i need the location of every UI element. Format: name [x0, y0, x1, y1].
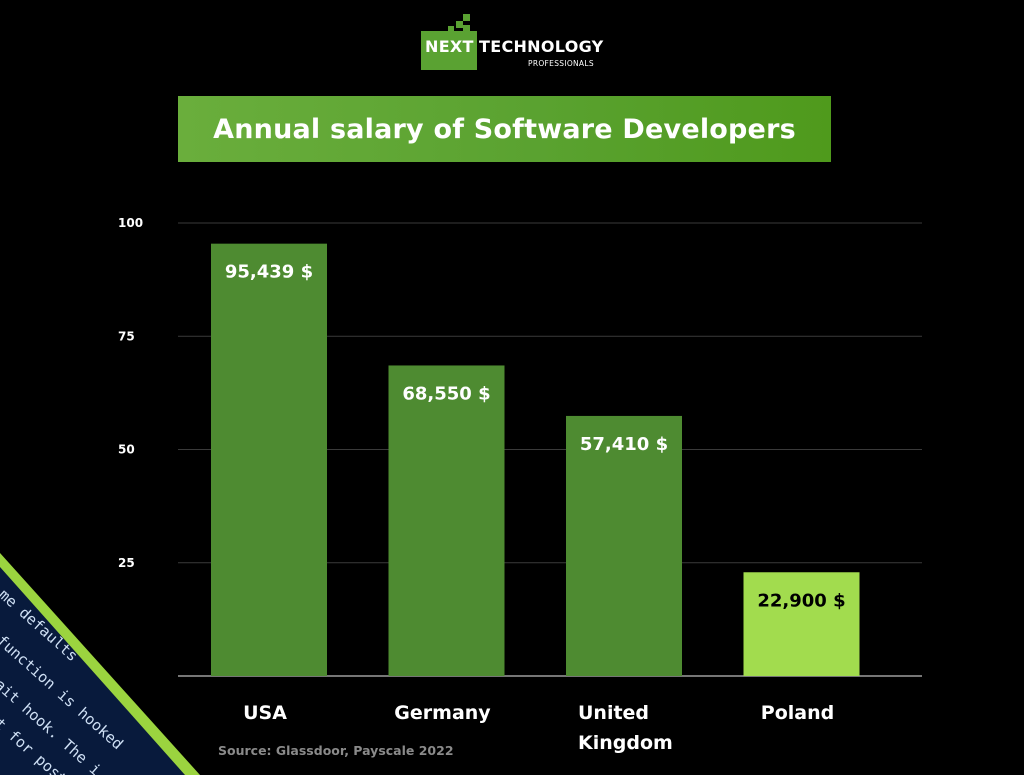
bar-germany — [388, 365, 505, 676]
logo-word-technology: TECHNOLOGY — [479, 37, 604, 56]
category-label-line: Poland — [761, 702, 834, 724]
category-label: Poland — [761, 702, 834, 724]
y-tick-label: 50 — [118, 443, 135, 457]
logo-word-next: NEXT — [425, 37, 474, 56]
data-label: 57,410 $ — [580, 434, 668, 455]
bar-united-kingdom — [566, 415, 682, 676]
category-label: United Kingdom — [578, 702, 673, 754]
chart-title-banner: Annual salary of Software Developers — [178, 96, 831, 162]
category-label-line: United — [578, 702, 649, 724]
category-label: USA — [243, 702, 287, 724]
y-tick-label: 25 — [118, 556, 135, 570]
data-label: 22,900 $ — [757, 590, 845, 611]
bar-poland — [743, 572, 860, 676]
bar-usa — [211, 243, 327, 677]
logo-tagline: PROFESSIONALS — [528, 59, 594, 68]
y-tick-label: 100 — [118, 216, 143, 230]
category-label: Germany — [394, 702, 491, 724]
y-tick-label: 75 — [118, 329, 135, 343]
category-label-line: USA — [243, 702, 287, 724]
category-label-line: Kingdom — [578, 732, 673, 754]
source-note: Source: Glassdoor, Payscale 2022 — [218, 743, 454, 758]
company-logo: NEXT TECHNOLOGY PROFESSIONALS — [420, 14, 620, 74]
chart-title: Annual salary of Software Developers — [213, 113, 796, 145]
data-label: 68,550 $ — [402, 383, 490, 404]
logo-mark — [421, 31, 477, 70]
data-label: 95,439 $ — [225, 262, 313, 283]
category-label-line: Germany — [394, 702, 491, 724]
